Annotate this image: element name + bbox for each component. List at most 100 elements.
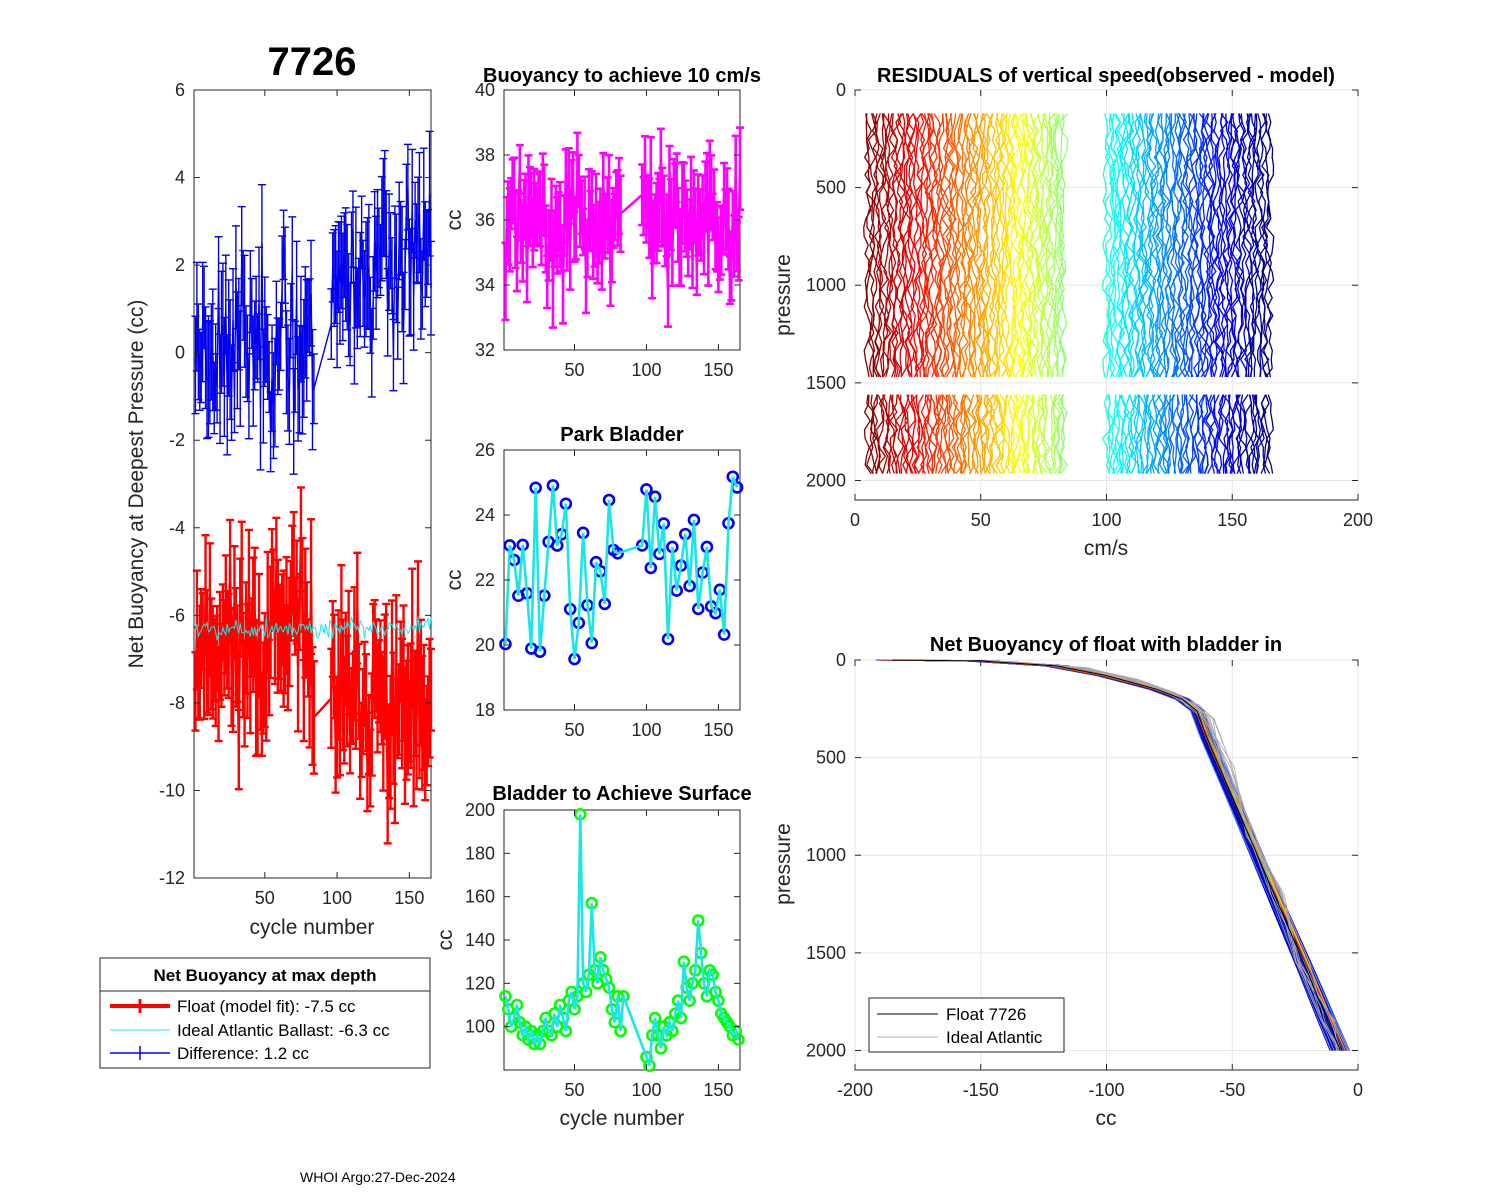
residual-profile-line (1166, 394, 1176, 474)
residual-profile-line (1133, 113, 1143, 378)
residual-profile-line (1137, 113, 1148, 378)
residual-profile-line (884, 394, 894, 474)
residual-profile-line (977, 394, 986, 474)
residual-profile-line (1214, 113, 1225, 378)
park-bladder-marker (611, 546, 624, 560)
residual-profile-line (1251, 113, 1261, 378)
residual-profile-line (1013, 394, 1023, 474)
residual-profile-line (1229, 113, 1239, 378)
residual-profile-line (972, 394, 980, 474)
residual-profile-line (1052, 394, 1062, 474)
residual-profile-line (1027, 113, 1037, 378)
buoyancy_10cms-xtick-label: 50 (564, 360, 584, 380)
net_buoyancy_bladder_in-xtick-label: -150 (963, 1080, 999, 1100)
buoyancy_10cms-xtick-label: 100 (631, 360, 661, 380)
residual-profile-line (1238, 394, 1248, 474)
residual-profile-line (877, 113, 887, 378)
park_bladder-ytick-label: 22 (475, 570, 495, 590)
residual-profile-line (1057, 113, 1066, 378)
residual-profile-line (974, 113, 983, 378)
residual-profile-line (1116, 113, 1126, 378)
residuals-ytick-label: 2000 (806, 470, 846, 490)
ideal-atlantic-line (930, 659, 1348, 1051)
bladder-in-panel: Net Buoyancy of float with bladder in -2… (772, 634, 1363, 1130)
park_bladder-ytick-label: 26 (475, 440, 495, 460)
bladder-in-title: Net Buoyancy of float with bladder in (930, 634, 1282, 656)
residual-profile-line (1054, 113, 1063, 378)
residual-profile-line (1047, 113, 1057, 378)
buoyancy-10cms-title: Buoyancy to achieve 10 cm/s (483, 65, 761, 87)
bladder_surface-ytick-label: 120 (465, 973, 495, 993)
residual-profile-line (1026, 394, 1034, 474)
residual-profile-line (879, 113, 890, 378)
residual-profile-line (1050, 394, 1059, 474)
residual-profile-line (1104, 113, 1113, 378)
residual-profile-line (962, 113, 972, 378)
residual-profile-line (1207, 113, 1217, 378)
residuals-ytick-label: 1500 (806, 373, 846, 393)
net_buoyancy_bladder_in-ytick-label: 0 (836, 650, 846, 670)
residual-profile-line (1219, 394, 1229, 474)
buoyancy-10cms-series (501, 126, 744, 329)
net_buoyancy-ytick-label: -12 (159, 868, 185, 888)
bladder_surface-ytick-label: 180 (465, 843, 495, 863)
net_buoyancy_bladder_in-ytick-label: 1000 (806, 845, 846, 865)
net_buoyancy_bladder_in-ytick-label: 1500 (806, 943, 846, 963)
bladder-in-legend-box (868, 997, 1065, 1053)
residual-profile-line (1162, 113, 1172, 378)
residual-profile-line (1262, 113, 1272, 378)
residual-profile-line (1161, 394, 1170, 474)
net_buoyancy-ytick-label: -4 (169, 518, 185, 538)
residual-profile-line (890, 113, 899, 378)
float-7726-line (892, 659, 1341, 1051)
residual-profile-line (1123, 113, 1133, 378)
legend-entry-difference: Difference: 1.2 cc (110, 1044, 309, 1063)
residual-profile-line (937, 113, 948, 378)
residual-profile-line (1037, 394, 1046, 474)
residuals-ytick-label: 0 (836, 80, 846, 100)
residuals-xtick-label: 0 (850, 510, 860, 530)
net-buoyancy-ticks: 50 100 150 -12 -10 -8 -6 -4 -2 0 2 4 6 (159, 80, 431, 908)
residual-profile-line (1212, 394, 1221, 474)
residual-profile-line (945, 113, 955, 378)
residual-profile-line (975, 394, 982, 474)
park_bladder-xtick-label: 50 (564, 720, 584, 740)
residual-profile-line (921, 394, 930, 474)
float-profile-line (877, 659, 1342, 1051)
residual-profile-line (986, 394, 996, 474)
residual-profile-line (1243, 113, 1253, 378)
buoyancy-10cms-ticks: 50 100 150 32 34 36 38 40 (475, 80, 740, 380)
bladder-surface-ylabel: cc (434, 930, 457, 951)
bladder_surface-ytick-label: 100 (465, 1017, 495, 1037)
net_buoyancy-ytick-label: -2 (169, 430, 185, 450)
net_buoyancy_bladder_in-ytick-label: 500 (816, 748, 846, 768)
net_buoyancy-ytick-label: 2 (175, 255, 185, 275)
residual-profile-line (976, 113, 986, 378)
buoyancy-10cms-ylabel: cc (443, 210, 466, 231)
residual-profile-line (1222, 113, 1232, 378)
bladder-in-legend: Float 7726 Ideal Atlantic (868, 997, 1065, 1053)
net_buoyancy-ytick-label: 6 (175, 80, 185, 100)
residual-profile-line (993, 113, 1003, 378)
legend-label-float: Float (model fit): -7.5 cc (177, 997, 356, 1016)
park_bladder-xtick-label: 100 (631, 720, 661, 740)
ideal-atlantic-ballast-line (194, 616, 432, 641)
net-buoyancy-series (191, 130, 435, 845)
ideal-atlantic-line (931, 659, 1348, 1051)
bladder-in-ticks: -200 -150 -100 -50 0 0 500 1000 1500 2000 (806, 650, 1363, 1100)
park-bladder-series (499, 470, 744, 666)
residual-profile-line (904, 394, 914, 474)
bladder_surface-ytick-label: 140 (465, 930, 495, 950)
bladder_surface-xtick-label: 150 (703, 1080, 733, 1100)
residual-profile-line (1025, 113, 1035, 378)
residual-profile-line (1179, 394, 1187, 474)
residual-profile-line (1255, 394, 1265, 474)
float-profile-line-warm (879, 659, 1346, 1051)
net_buoyancy-ytick-label: -8 (169, 693, 185, 713)
residual-profile-line (1212, 113, 1222, 378)
residual-profile-line (1241, 394, 1250, 474)
residual-profile-line (1113, 113, 1124, 378)
residual-profile-line (1032, 113, 1041, 378)
park_bladder-ytick-label: 24 (475, 505, 495, 525)
residual-profile-line (1208, 394, 1216, 474)
